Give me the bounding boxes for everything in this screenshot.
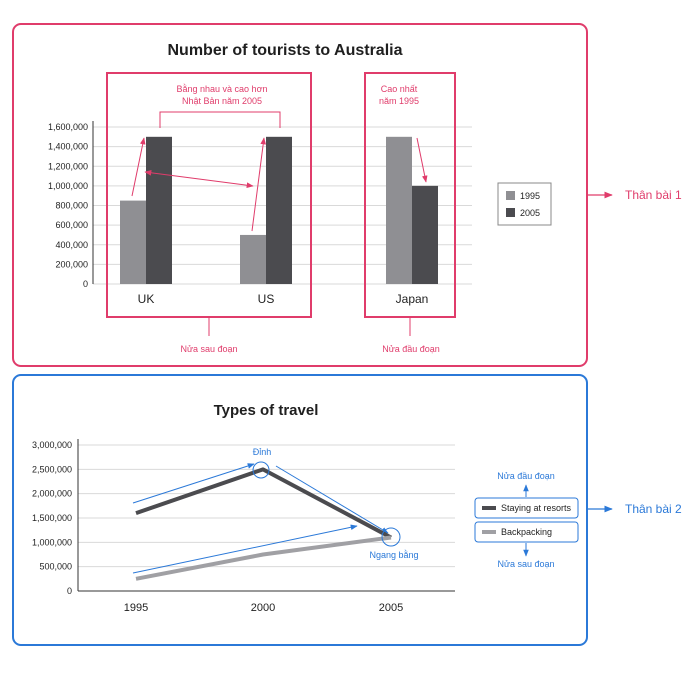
line-chart-x-tick-labels: 1995 2000 2005 — [124, 602, 403, 614]
bar-y-tick-label: 0 — [83, 279, 88, 289]
bar-uk-2005 — [146, 136, 172, 284]
legend-swatch-1995 — [506, 191, 515, 200]
bar-chart-x-tick-labels: UK US Japan — [138, 292, 429, 306]
bar-x-tick-japan: Japan — [396, 292, 429, 306]
bar-legend-box — [497, 182, 552, 226]
legend-resorts-label: Staying at resorts — [501, 503, 572, 513]
legend-label-2005: 2005 — [520, 208, 540, 218]
line-chart-title: Types of travel — [214, 402, 319, 419]
line-x-tick-2005: 2005 — [379, 602, 403, 614]
line-x-tick-1995: 1995 — [124, 602, 148, 614]
panel-1-frame — [12, 23, 588, 367]
line-staying-at-resorts — [135, 467, 392, 540]
equal-note-line1: Bằng nhau và cao hơn — [177, 84, 268, 94]
line-y-tick-label: 500,000 — [39, 562, 72, 572]
line-y-tick-label: 3,000,000 — [32, 440, 72, 450]
bar-us-2005 — [266, 136, 292, 284]
bar-uk-1995 — [120, 200, 146, 284]
group-right-caption: Nửa đầu đoạn — [382, 344, 440, 354]
bar-x-tick-us: US — [258, 292, 275, 306]
bar-y-tick-label: 200,000 — [55, 259, 88, 269]
legend-backpacking-label: Backpacking — [501, 527, 552, 537]
line-y-tick-label: 1,000,000 — [32, 537, 72, 547]
bar-y-tick-label: 800,000 — [55, 201, 88, 211]
backpacking-rise-arrow — [132, 524, 358, 574]
equal-note-line2: Nhật Bản năm 2005 — [182, 96, 262, 106]
legend-top-note: Nửa đầu đoạn — [497, 471, 555, 481]
line-x-tick-2000: 2000 — [251, 602, 275, 614]
line-y-tick-label: 2,000,000 — [32, 489, 72, 499]
bar-us-1995 — [240, 234, 266, 284]
bar-chart-title: Number of tourists to Australia — [168, 42, 403, 59]
resorts-rise-arrow — [132, 463, 255, 504]
line-y-tick-label: 0 — [67, 586, 72, 596]
group-left-caption: Nửa sau đoạn — [180, 344, 237, 354]
bar-chart-bars — [120, 136, 438, 284]
legend-label-1995: 1995 — [520, 191, 540, 201]
line-backpacking — [135, 535, 392, 581]
us-rise-arrow — [251, 137, 266, 232]
japan-fall-arrow — [416, 137, 428, 183]
equal-bracket — [159, 111, 281, 128]
bar-y-tick-label: 1,600,000 — [48, 122, 88, 132]
peak-label: Đỉnh — [253, 447, 272, 457]
line-chart-lines — [135, 467, 392, 581]
bar-y-tick-label: 1,000,000 — [48, 181, 88, 191]
line-y-tick-label: 2,500,000 — [32, 464, 72, 474]
highest-note-line1: Cao nhất — [381, 84, 418, 94]
equal-note: Bằng nhau và cao hơn Nhật Bản năm 2005 — [177, 84, 268, 106]
line-chart-grid — [77, 439, 455, 592]
bar-x-tick-uk: UK — [138, 292, 155, 306]
legend-resorts-box — [474, 497, 579, 519]
bar-y-tick-label: 400,000 — [55, 240, 88, 250]
bar-japan-2005 — [412, 185, 438, 284]
bar-y-tick-label: 1,400,000 — [48, 142, 88, 152]
panel-2-frame — [12, 374, 588, 646]
highest-note-line2: năm 1995 — [379, 96, 419, 106]
uk-us-compare-arrow — [144, 170, 254, 188]
panel2-side-label: Thân bài 2 — [625, 502, 682, 516]
peak-highlight-circle — [252, 461, 270, 479]
level-highlight-circle — [381, 527, 401, 547]
legend-swatch-2005 — [506, 208, 515, 217]
legend-backpacking-box — [474, 521, 579, 543]
panel1-side-label: Thân bài 1 — [625, 188, 682, 202]
line-chart-y-tick-labels: 0 500,000 1,000,000 1,500,000 2,000,000 2,500… — [32, 440, 72, 596]
bar-y-tick-label: 1,200,000 — [48, 161, 88, 171]
legend-bottom-note: Nửa sau đoạn — [497, 559, 554, 569]
uk-rise-arrow — [131, 137, 146, 197]
line-y-tick-label: 1,500,000 — [32, 513, 72, 523]
level-label: Ngang bằng — [369, 550, 418, 560]
resorts-fall-arrow — [275, 465, 389, 534]
bar-y-tick-label: 600,000 — [55, 220, 88, 230]
bar-chart-y-tick-labels: 0 200,000 400,000 600,000 800,000 1,000,000 1,… — [48, 122, 88, 289]
bar-japan-1995 — [386, 136, 412, 284]
